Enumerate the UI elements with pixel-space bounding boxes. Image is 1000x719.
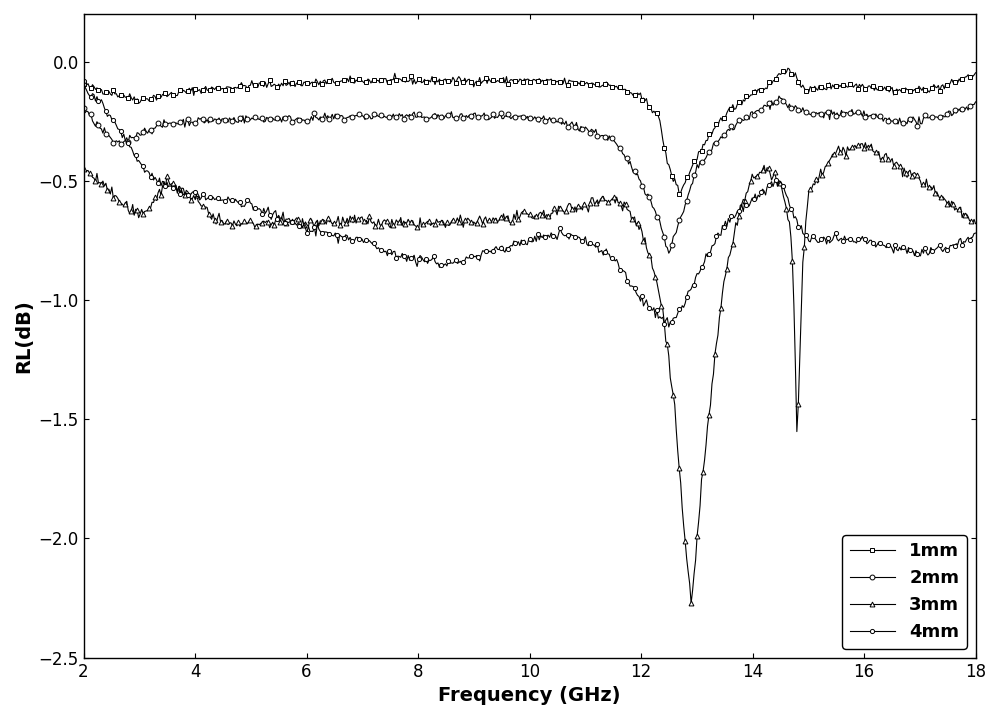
2mm (970, 98, 982, 106)
1mm (970, 68, 982, 77)
1mm (603, 81, 615, 90)
3mm (307, 219, 319, 227)
Line: 3mm: 3mm (81, 140, 978, 605)
Line: 1mm: 1mm (81, 65, 978, 196)
3mm (603, 198, 615, 206)
3mm (235, 219, 247, 228)
4mm (235, 203, 247, 211)
4mm (78, 77, 90, 86)
3mm (481, 218, 493, 226)
Y-axis label: RL(dB): RL(dB) (14, 299, 33, 372)
2mm (773, 92, 785, 101)
4mm (307, 227, 319, 236)
2mm (307, 116, 319, 124)
1mm (782, 64, 794, 73)
1mm (751, 88, 763, 97)
4mm (663, 323, 675, 331)
1mm (673, 190, 685, 198)
2mm (481, 114, 493, 123)
X-axis label: Frequency (GHz): Frequency (GHz) (438, 686, 621, 705)
1mm (675, 188, 687, 197)
3mm (859, 138, 871, 147)
Line: 2mm: 2mm (81, 93, 978, 256)
2mm (751, 106, 763, 115)
1mm (481, 79, 493, 88)
Legend: 1mm, 2mm, 3mm, 4mm: 1mm, 2mm, 3mm, 4mm (842, 535, 967, 649)
4mm (481, 245, 493, 254)
2mm (235, 117, 247, 126)
1mm (235, 78, 247, 87)
4mm (751, 196, 763, 204)
3mm (78, 164, 90, 173)
2mm (663, 249, 675, 257)
3mm (685, 599, 697, 608)
1mm (78, 80, 90, 88)
3mm (751, 172, 763, 180)
4mm (675, 307, 687, 316)
2mm (78, 104, 90, 112)
3mm (673, 464, 685, 472)
3mm (970, 219, 982, 228)
Line: 4mm: 4mm (81, 79, 978, 329)
1mm (307, 78, 319, 86)
2mm (603, 132, 615, 140)
4mm (970, 229, 982, 237)
4mm (603, 250, 615, 259)
2mm (675, 213, 687, 221)
